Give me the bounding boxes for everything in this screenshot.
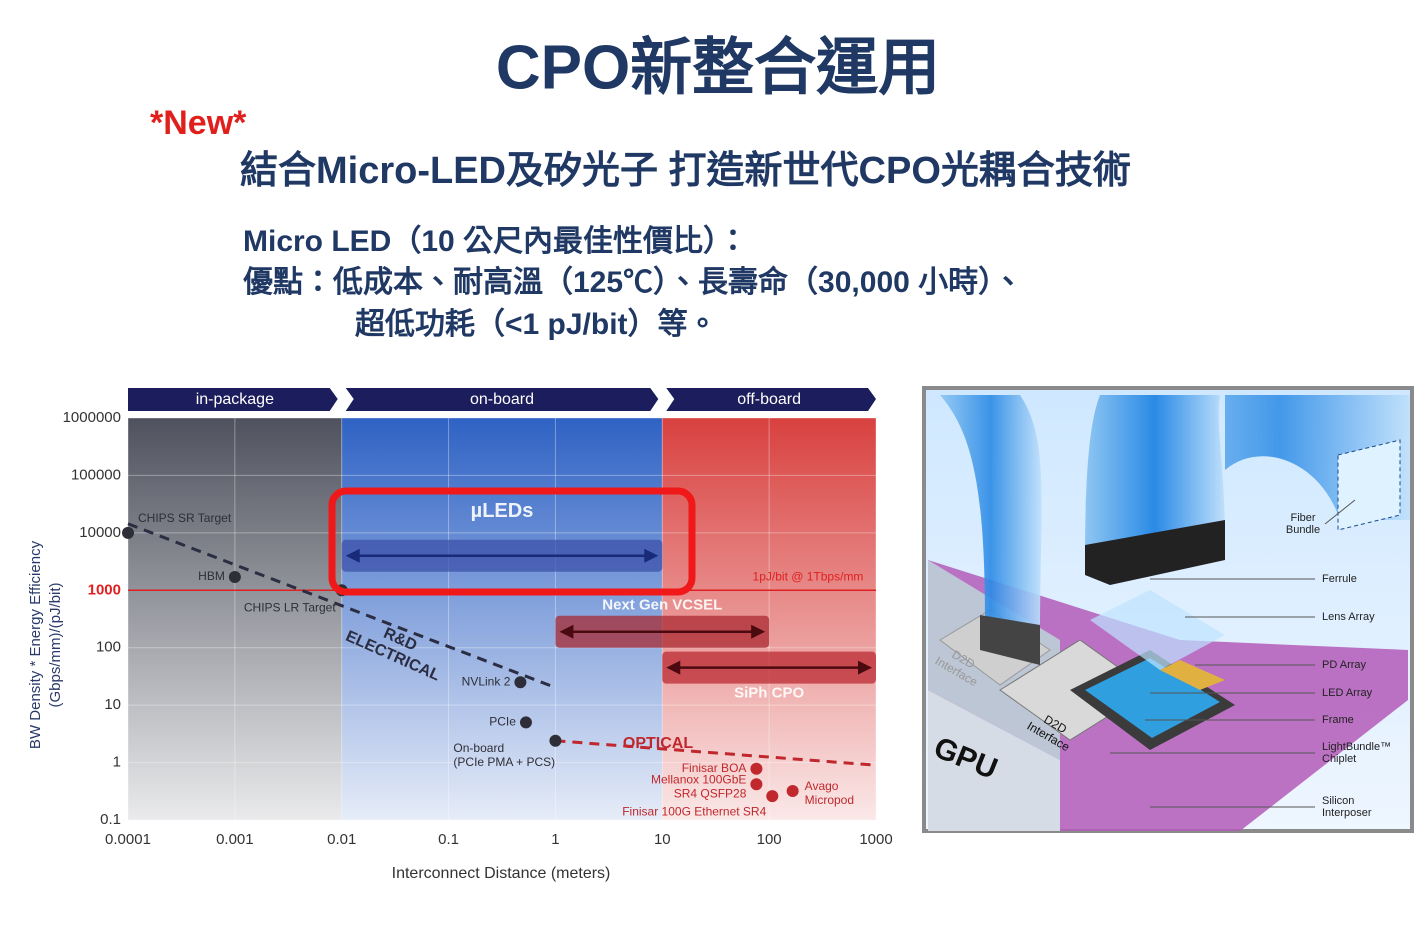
arrow-head (858, 660, 872, 675)
callout-label: PD Array (1322, 659, 1367, 671)
y-tick-label: 1000 (88, 581, 121, 598)
y-tick-label: 1000000 (63, 409, 121, 426)
data-point (750, 762, 763, 775)
x-tick-label: 10 (654, 831, 671, 848)
subtitle: 結合Micro-LED及矽光子 打造新世代CPO光耦合技術 (240, 150, 1131, 192)
bullet-line: Micro LED（10 公尺內最佳性價比）： (243, 224, 748, 258)
arrow-head (559, 624, 574, 639)
point-label: CHIPS SR Target (138, 511, 232, 525)
data-point (549, 734, 562, 747)
callout-label: Interposer (1322, 807, 1372, 819)
range-label: µLEDs (471, 500, 534, 522)
point-label: Finisar BOA (682, 761, 747, 775)
point-label: (PCIe PMA + PCS) (453, 755, 555, 769)
series-label: OPTICAL (623, 735, 693, 752)
callout-label: LED Array (1322, 687, 1373, 699)
point-label: Finisar 100G Ethernet SR4 (622, 804, 766, 818)
arrow-head (666, 660, 681, 675)
point-label: NVLink 2 (462, 674, 511, 688)
zone-label: in-package (196, 391, 274, 408)
led-array (1085, 658, 1220, 738)
reference-label: 1pJ/bit @ 1Tbps/mm (753, 569, 864, 583)
arrow-head (751, 624, 766, 639)
callout-label: Lens Array (1322, 611, 1375, 623)
data-point (122, 526, 134, 539)
callout-label: Bundle (1286, 524, 1320, 536)
zone-banner (666, 388, 876, 411)
data-point (514, 676, 527, 689)
x-tick-label: 0.001 (216, 831, 254, 848)
range-label: SiPh CPO (734, 685, 804, 702)
data-point (766, 790, 779, 803)
y-tick-label: 100000 (71, 466, 121, 483)
bundle-end (1337, 439, 1401, 531)
y-tick-label: 1 (113, 754, 121, 771)
zone-label: on-board (470, 391, 534, 408)
callout-label: Frame (1322, 714, 1354, 726)
y-axis-label: (Gbps/mm)/(pJ/bit) (47, 582, 64, 707)
trend-line (555, 739, 877, 767)
zone-banner (345, 388, 659, 411)
data-point (228, 571, 241, 584)
leader-line (1324, 499, 1356, 525)
callout-label: Ferrule (1322, 573, 1357, 585)
highlight-box (328, 487, 696, 596)
zone (128, 418, 342, 820)
y-axis-label: BW Density * Energy Efficiency (27, 540, 44, 749)
new-tag: *New* (150, 104, 247, 142)
diagram: GPUD2DInterfaceD2DInterfaceFiberBundleFe… (922, 386, 1414, 833)
chart: in-package on-board off-board 0.0001 0.001 0.… (27, 388, 893, 882)
data-point (750, 778, 763, 791)
bullet-line: 優點：低成本、耐高溫（125℃）、長壽命（30,000 小時）、 (243, 265, 1023, 299)
point-label: Micropod (805, 793, 854, 807)
lens-array (1090, 590, 1225, 670)
callout-label: LightBundle™ (1322, 741, 1391, 753)
point-label: HBM (198, 569, 225, 583)
trend-line (127, 522, 554, 689)
fiber-ribbon (940, 395, 1042, 640)
callout-label: Chiplet (1322, 753, 1356, 765)
ferrule (980, 615, 1040, 665)
arrow-head (345, 548, 360, 563)
fiber-ribbon (1085, 395, 1225, 560)
range-label: Next Gen VCSEL (602, 597, 722, 614)
y-tick-label: 10000 (79, 524, 121, 541)
y-tick-label: 10 (104, 696, 121, 713)
point-label: CHIPS LR Target (244, 600, 336, 614)
pd-array (1160, 660, 1225, 690)
point-label: SR4 QSFP28 (674, 786, 747, 800)
x-tick-label: 0.0001 (105, 831, 151, 848)
x-tick-label: 100 (757, 831, 782, 848)
bullet-line: 超低功耗（<1 pJ/bit）等。 (355, 307, 718, 341)
x-tick-label: 0.1 (438, 831, 459, 848)
gpu-block (928, 690, 1060, 831)
data-point (519, 716, 532, 729)
title: CPO新整合運用 (496, 33, 940, 102)
ferrule (1085, 520, 1225, 585)
y-tick-label: 0.1 (100, 811, 121, 828)
x-axis-label: Interconnect Distance (meters) (392, 865, 611, 882)
point-label: Mellanox 100GbE (651, 772, 746, 786)
x-tick-label: 1000 (859, 831, 892, 848)
arrow-head (644, 548, 659, 563)
callout-label: Fiber (1290, 512, 1315, 524)
zone-banner (128, 388, 338, 411)
point-label: Avago (805, 779, 839, 793)
zone-label: off-board (737, 391, 801, 408)
y-tick-label: 100 (96, 639, 121, 656)
point-label: On-board (453, 741, 504, 755)
x-tick-label: 1 (551, 831, 559, 848)
point-label: PCIe (489, 715, 516, 729)
data-point (786, 784, 799, 797)
x-tick-label: 0.01 (327, 831, 356, 848)
callout-label: Silicon (1322, 795, 1354, 807)
